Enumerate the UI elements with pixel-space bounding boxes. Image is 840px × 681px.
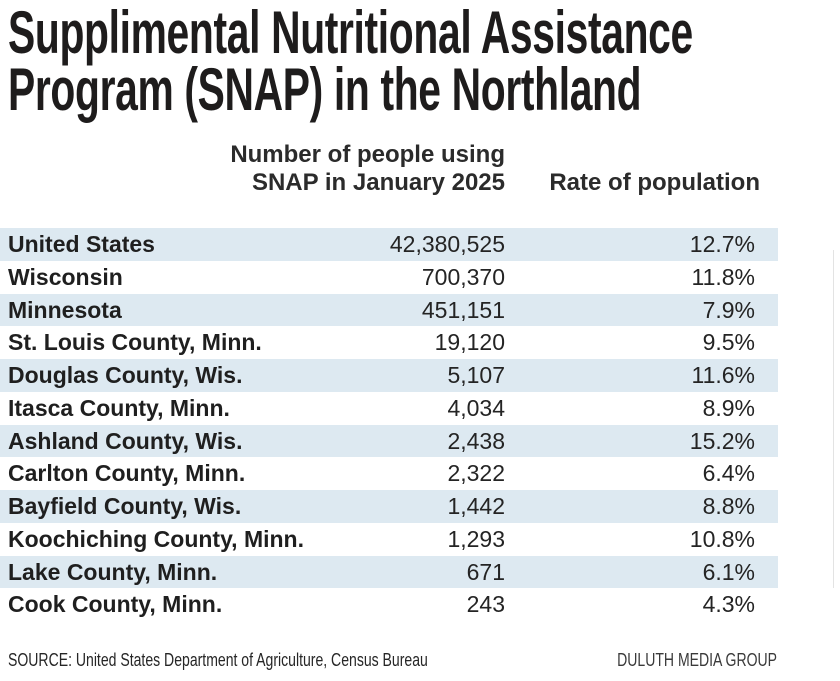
publisher-credit: DULUTH MEDIA GROUP (617, 650, 777, 670)
column-header-rate: Rate of population (549, 169, 760, 196)
row-people: 2,322 (447, 460, 505, 487)
page-title: Supplimental Nutritional Assistance Prog… (8, 0, 693, 123)
table-row: Bayfield County, Wis. 1,442 8.8% (0, 490, 778, 523)
row-people: 42,380,525 (389, 231, 505, 257)
column-header-people-line1: Number of people using (230, 141, 505, 168)
table-row: Wisconsin 700,370 11.8% (0, 261, 778, 294)
table-row: St. Louis County, Minn. 19,120 9.5% (0, 326, 778, 359)
table-row: Carlton County, Minn. 2,322 6.4% (0, 457, 778, 490)
right-edge-rule (833, 250, 834, 588)
row-people: 451,151 (421, 296, 505, 323)
column-header-people-line2: SNAP in January 2025 (251, 169, 505, 196)
row-label: Douglas County, Wis. (8, 362, 243, 388)
row-label: Koochiching County, Minn. (8, 525, 304, 552)
row-rate: 12.7% (689, 231, 755, 257)
table-row: Cook County, Minn. 243 4.3% (0, 588, 778, 621)
row-people: 2,438 (447, 427, 505, 454)
column-header-people: Number of people using SNAP in January 2… (0, 141, 505, 197)
row-label: Carlton County, Minn. (8, 460, 246, 487)
row-rate: 8.8% (702, 493, 755, 519)
row-label: Cook County, Minn. (8, 591, 223, 618)
row-rate: 8.9% (702, 394, 755, 421)
snap-table: United States 42,380,525 12.7% Wisconsin… (0, 228, 840, 621)
table-row: Douglas County, Wis. 5,107 11.6% (0, 359, 778, 392)
row-rate: 15.2% (689, 427, 755, 454)
row-label: Lake County, Minn. (8, 558, 218, 585)
row-rate: 7.9% (702, 296, 755, 323)
row-people: 19,120 (434, 329, 505, 356)
row-label: Bayfield County, Wis. (8, 493, 242, 519)
table-row: Lake County, Minn. 671 6.1% (0, 555, 778, 589)
row-people: 243 (466, 591, 505, 618)
row-people: 700,370 (421, 263, 505, 290)
table-row: Minnesota 451,151 7.9% (0, 293, 778, 327)
table-row: United States 42,380,525 12.7% (0, 228, 778, 261)
row-rate: 9.5% (702, 329, 755, 356)
row-rate: 6.1% (702, 558, 755, 585)
row-rate: 4.3% (702, 591, 755, 618)
row-people: 1,293 (447, 525, 505, 552)
row-label: St. Louis County, Minn. (8, 329, 262, 356)
row-rate: 10.8% (689, 525, 755, 552)
table-row: Itasca County, Minn. 4,034 8.9% (0, 392, 778, 425)
source-credit: SOURCE: United States Department of Agri… (8, 650, 428, 670)
row-people: 671 (466, 558, 505, 585)
row-label: United States (8, 231, 155, 257)
page-title-line2: Program (SNAP) in the Northland (8, 56, 642, 123)
table-row: Ashland County, Wis. 2,438 15.2% (0, 424, 778, 458)
page-title-line1: Supplimental Nutritional Assistance (8, 0, 693, 66)
row-people: 1,442 (447, 493, 505, 519)
row-label: Minnesota (8, 296, 122, 323)
row-rate: 6.4% (702, 460, 755, 487)
row-label: Itasca County, Minn. (8, 394, 230, 421)
row-label: Wisconsin (8, 263, 123, 290)
row-rate: 11.6% (691, 362, 755, 388)
table-row: Koochiching County, Minn. 1,293 10.8% (0, 523, 778, 556)
row-rate: 11.8% (691, 263, 755, 290)
row-people: 4,034 (447, 394, 505, 421)
row-people: 5,107 (447, 362, 505, 388)
row-label: Ashland County, Wis. (8, 427, 243, 454)
